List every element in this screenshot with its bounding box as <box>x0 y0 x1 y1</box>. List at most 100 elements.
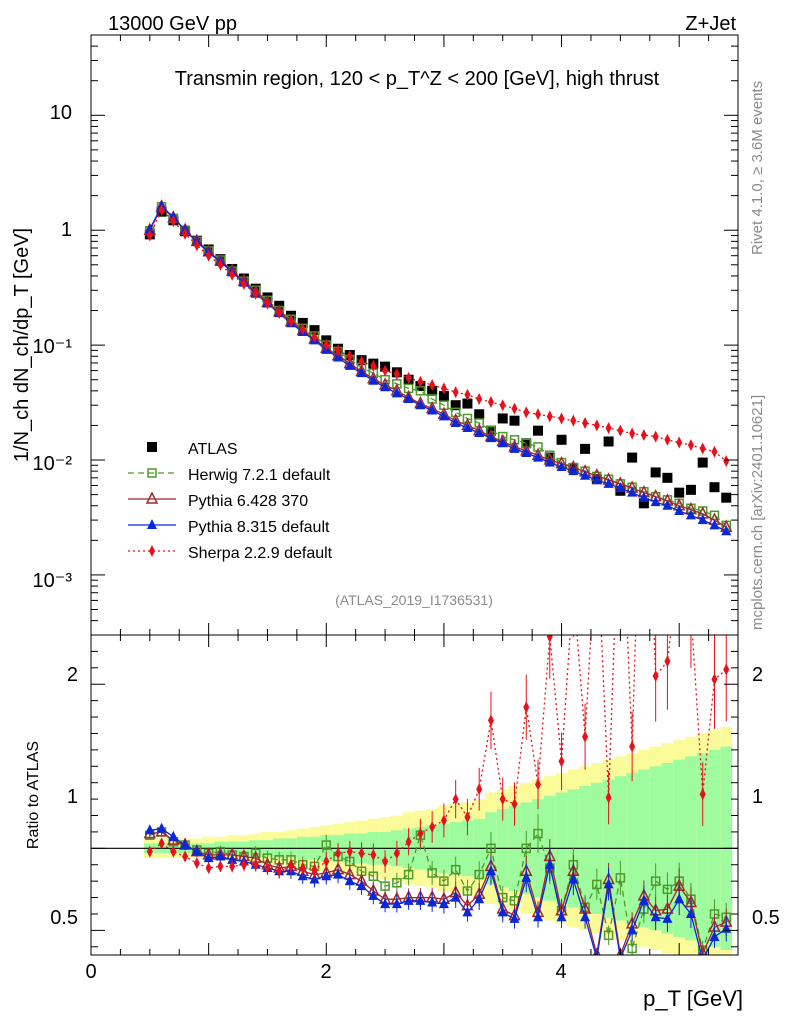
ratio-point-sherpa-2-2-9-default <box>594 524 600 536</box>
data-point-atlas <box>662 472 673 483</box>
data-point-atlas <box>438 391 449 402</box>
data-point-atlas <box>474 409 485 420</box>
data-point-sherpa-2-2-9-default <box>593 419 600 432</box>
data-point-sherpa-2-2-9-default <box>405 371 412 384</box>
mcplots-label: mcplots.cern.ch [arXiv:2401.10621] <box>749 395 766 630</box>
data-point-sherpa-2-2-9-default <box>452 386 459 399</box>
legend-marker <box>149 545 155 557</box>
ratio-point-sherpa-2-2-9-default <box>711 673 718 686</box>
ratio-point-sherpa-2-2-9-default <box>417 827 424 840</box>
ratio-point-pythia-8-315-default <box>474 893 485 904</box>
data-point-sherpa-2-2-9-default <box>652 430 659 443</box>
ratio-point-sherpa-2-2-9-default <box>170 845 177 858</box>
data-point-sherpa-2-2-9-default <box>511 402 518 415</box>
ratio-point-herwig-7-2-1-default <box>439 876 449 886</box>
x-tick-label: 0 <box>85 961 96 983</box>
ratio-point-pythia-8-315-default <box>403 894 414 905</box>
ratio-point-pythia-8-315-default <box>662 912 673 923</box>
data-point-sherpa-2-2-9-default <box>358 355 365 368</box>
ratio-point-pythia-8-315-default <box>627 924 638 935</box>
ratio-y-tick-label-right: 1 <box>752 786 763 808</box>
data-point-sherpa-2-2-9-default <box>523 406 530 419</box>
data-point-sherpa-2-2-9-default <box>546 410 553 423</box>
ratio-point-pythia-8-315-default <box>497 906 508 917</box>
legend-marker <box>147 519 157 529</box>
data-point-atlas <box>650 467 661 478</box>
ratio-y-tick-label: 2 <box>67 664 78 686</box>
ratio-point-herwig-7-2-1-default <box>450 864 461 875</box>
data-point-atlas <box>556 434 567 445</box>
data-point-sherpa-2-2-9-default <box>287 315 294 328</box>
data-point-sherpa-2-2-9-default <box>687 439 694 452</box>
plot-title: Transmin region, 120 < p_T^Z < 200 [GeV]… <box>175 68 660 90</box>
ratio-point-sherpa-2-2-9-default <box>629 740 636 753</box>
ratio-point-pythia-8-315-default <box>309 873 320 884</box>
ratio-axis-ticks <box>90 634 739 955</box>
ratio-point-pythia-8-315-default <box>509 912 520 923</box>
data-point-sherpa-2-2-9-default <box>487 395 494 408</box>
ratio-point-herwig-7-2-1-default <box>615 873 626 883</box>
ratio-point-pythia-8-315-default <box>485 865 496 876</box>
ratio-point-pythia-8-315-default <box>450 891 461 902</box>
ratio-point-pythia-8-315-default <box>144 824 155 835</box>
legend-label: Pythia 6.428 370 <box>188 493 308 510</box>
data-point-pythia-8-315-default <box>568 465 579 476</box>
legend-swatch-pythia8 <box>128 519 176 529</box>
legend-label: Sherpa 2.2.9 default <box>188 545 333 562</box>
ratio-y-tick-label: 1 <box>67 786 78 808</box>
ratio-point-sherpa-2-2-9-default <box>641 362 647 374</box>
ratio-point-sherpa-2-2-9-default <box>264 862 271 875</box>
ratio-point-herwig-7-2-1-default <box>533 828 543 839</box>
data-point-atlas <box>685 484 696 495</box>
ratio-point-sherpa-2-2-9-default <box>723 663 730 676</box>
legend-swatch-atlas <box>147 442 157 452</box>
data-point-sherpa-2-2-9-default <box>417 375 424 388</box>
data-point-pythia-8-315-default <box>533 451 544 462</box>
ratio-y-tick-label: 0.5 <box>50 907 78 929</box>
data-point-pythia-8-315-default <box>685 509 696 520</box>
data-point-sherpa-2-2-9-default <box>170 215 177 228</box>
ratio-point-sherpa-2-2-9-default <box>664 655 671 668</box>
ratio-series-sherpa-2-2-9-default <box>146 362 730 879</box>
rivet-version-label: Rivet 4.1.0, ≥ 3.6M events <box>749 81 766 255</box>
ratio-point-herwig-7-2-1-default <box>427 868 437 878</box>
data-point-sherpa-2-2-9-default <box>393 368 400 381</box>
series-line-sherpa-2-2-9-default <box>149 208 727 462</box>
ratio-point-sherpa-2-2-9-default <box>358 847 365 860</box>
ratio-point-herwig-7-2-1-default <box>650 876 661 886</box>
ratio-point-sherpa-2-2-9-default <box>699 788 706 801</box>
ratio-point-sherpa-2-2-9-default <box>276 865 283 878</box>
data-point-pythia-8-315-default <box>650 496 661 507</box>
main-plot-panel: 10⁻³ 10⁻² 10⁻¹ 1 10 Transmin region, 120… <box>11 34 739 636</box>
ratio-point-herwig-7-2-1-default <box>403 869 414 880</box>
ratio-plot-panel: Ratio to ATLAS 0.5 1 2 0.5 1 2 0 2 4 p_T… <box>25 362 780 1011</box>
header-right-label: Z+Jet <box>685 13 736 35</box>
data-point-sherpa-2-2-9-default <box>346 350 353 363</box>
ratio-point-pythia-8-315-default <box>227 853 238 864</box>
data-point-sherpa-2-2-9-default <box>476 392 483 405</box>
ratio-point-pythia-6-428-370 <box>592 947 601 955</box>
ratio-point-sherpa-2-2-9-default <box>452 793 459 806</box>
ratio-point-pythia-8-315-default <box>380 898 391 909</box>
ratio-point-sherpa-2-2-9-default <box>476 783 483 796</box>
ratio-point-pythia-8-315-default <box>556 911 567 922</box>
data-point-sherpa-2-2-9-default <box>158 203 165 216</box>
data-point-sherpa-2-2-9-default <box>711 445 718 458</box>
ratio-point-sherpa-2-2-9-default <box>335 847 342 860</box>
ratio-point-sherpa-2-2-9-default <box>311 863 318 876</box>
data-point-sherpa-2-2-9-default <box>276 307 283 320</box>
ratio-point-sherpa-2-2-9-default <box>617 460 623 472</box>
data-point-sherpa-2-2-9-default <box>299 323 306 336</box>
data-point-pythia-8-315-default <box>697 514 708 525</box>
ratio-point-herwig-7-2-1-default <box>321 840 332 850</box>
ratio-point-pythia-8-315-default <box>568 873 579 884</box>
legend-label: Pythia 8.315 default <box>188 519 330 536</box>
data-point-atlas <box>309 325 320 336</box>
data-point-pythia-8-315-default <box>391 387 402 398</box>
ratio-point-sherpa-2-2-9-default <box>323 855 330 868</box>
data-point-sherpa-2-2-9-default <box>640 429 647 442</box>
ratio-point-pythia-8-315-default <box>180 839 191 850</box>
ratio-point-herwig-7-2-1-default <box>627 943 637 954</box>
ratio-point-pythia-8-315-default <box>168 830 179 841</box>
ratio-point-herwig-7-2-1-default <box>474 869 484 880</box>
